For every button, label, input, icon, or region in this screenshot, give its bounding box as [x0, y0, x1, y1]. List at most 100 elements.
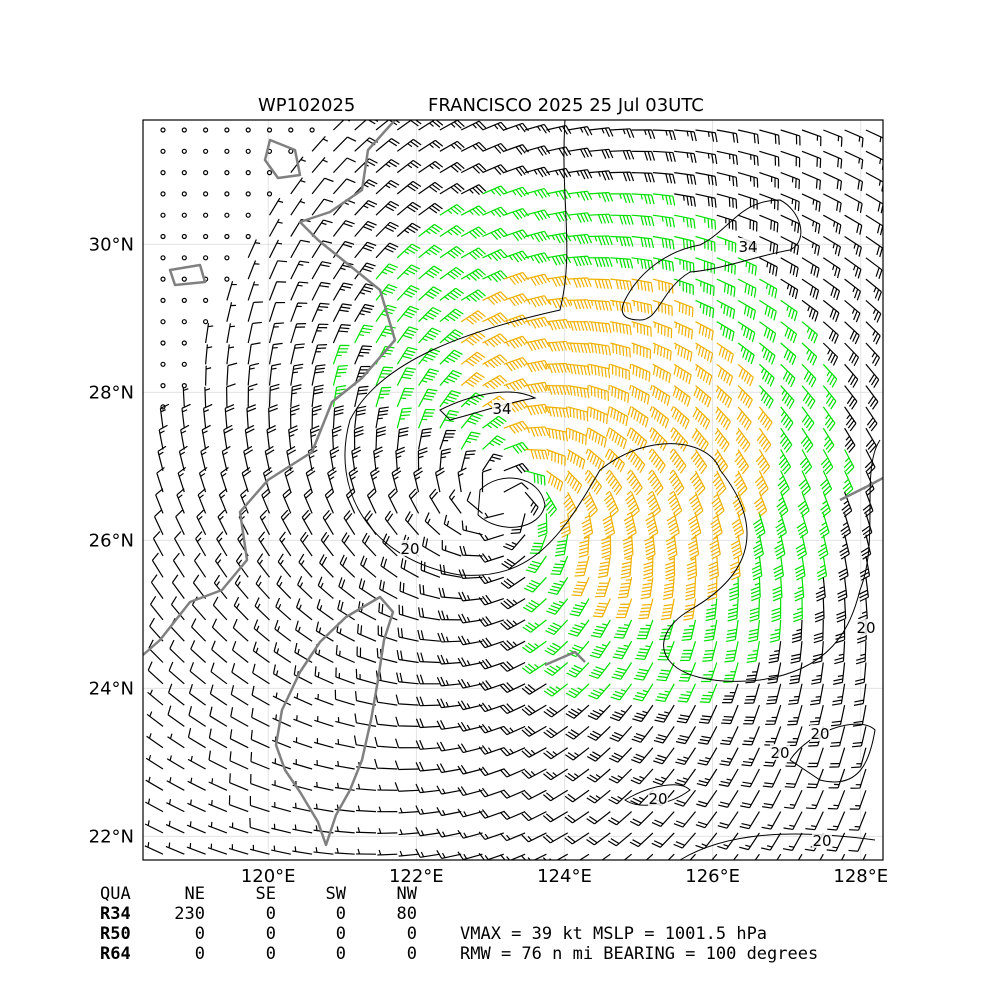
wind-barb — [720, 726, 739, 746]
wind-barb — [377, 806, 398, 813]
wind-barb — [289, 404, 300, 429]
wind-barb — [417, 629, 440, 642]
calm-marker — [160, 319, 166, 325]
wind-barb — [565, 725, 590, 740]
wind-barb — [790, 641, 803, 664]
wind-barb — [202, 403, 213, 429]
wind-barb — [543, 683, 569, 697]
wind-barb — [228, 844, 249, 855]
wind-barb — [840, 853, 846, 860]
wind-barb — [695, 193, 717, 208]
wind-barb — [503, 482, 529, 493]
wind-barb — [396, 650, 419, 664]
wind-barb — [243, 445, 253, 471]
wind-barb — [683, 598, 697, 621]
wind-barb — [681, 619, 697, 641]
wind-barb — [723, 662, 739, 683]
wind-barb — [247, 281, 259, 301]
calm-marker — [160, 276, 166, 282]
wind-barb — [588, 662, 611, 679]
wind-barb — [559, 513, 571, 538]
wind-barb — [655, 683, 675, 703]
wind-barb — [396, 426, 409, 450]
wind-barb — [334, 847, 355, 855]
wind-barb — [844, 129, 864, 148]
wind-barb — [457, 786, 483, 797]
wind-barb — [707, 577, 718, 601]
wind-barb — [631, 150, 656, 161]
wind-barb — [797, 491, 810, 518]
wind-barb — [208, 750, 228, 770]
wind-barb — [737, 342, 755, 365]
wind-barb — [378, 602, 398, 621]
wind-barb — [567, 321, 592, 331]
wind-barb — [796, 513, 809, 539]
wind-barb — [439, 429, 456, 450]
wind-barb — [602, 513, 616, 539]
wind-barb — [695, 172, 717, 186]
wind-barb — [481, 453, 503, 472]
wind-barb — [460, 372, 485, 388]
contour-label-bg — [400, 540, 420, 556]
wind-barb — [208, 800, 228, 813]
wind-barb — [416, 696, 440, 707]
wind-barb — [356, 646, 377, 664]
wind-barb — [228, 795, 249, 813]
wind-barb — [844, 406, 857, 432]
wind-barb — [693, 385, 712, 408]
wind-barb — [844, 193, 863, 213]
wind-barb — [459, 545, 483, 557]
wind-barb — [659, 619, 675, 641]
wind-barb — [565, 683, 590, 699]
wind-barb — [460, 268, 486, 281]
wind-barb — [629, 363, 651, 382]
plot-frame — [142, 119, 884, 861]
wind-barb — [398, 829, 419, 836]
wind-barb — [196, 509, 207, 535]
calm-marker — [203, 297, 209, 303]
wind-barb — [438, 587, 462, 600]
wind-barb — [776, 491, 789, 518]
wind-barb — [537, 513, 548, 538]
wind-barb — [708, 555, 719, 581]
wind-barb — [198, 466, 208, 493]
wind-barb — [842, 470, 854, 496]
wind-barb — [629, 811, 654, 827]
wind-barb — [524, 295, 551, 308]
wind-barb — [865, 363, 880, 389]
wind-barb — [652, 278, 674, 294]
wind-barb — [396, 222, 421, 237]
wind-barb — [290, 343, 305, 365]
wind-barb — [608, 385, 630, 404]
wind-barb — [608, 363, 630, 381]
wind-barb — [752, 513, 766, 539]
calm-marker — [181, 148, 187, 154]
wind-barb — [754, 853, 760, 860]
wind-barb — [629, 832, 654, 848]
wind-barb — [567, 277, 592, 288]
wind-barb — [586, 406, 609, 425]
calm-marker — [245, 170, 251, 176]
wind-barb — [608, 747, 633, 763]
wind-barb — [499, 746, 526, 757]
wind-barb — [290, 177, 306, 195]
wind-barb — [250, 774, 270, 791]
wind-barb — [717, 832, 739, 850]
wind-barb — [357, 623, 377, 642]
wind-barb — [830, 726, 846, 748]
wind-barb — [214, 552, 228, 578]
wind-barb — [436, 698, 462, 709]
wind-barb — [809, 704, 824, 726]
wind-barb — [375, 386, 392, 408]
wind-barb — [439, 564, 462, 578]
wind-barb — [501, 555, 526, 570]
wind-barb — [460, 412, 483, 429]
wind-barb — [437, 610, 462, 621]
wind-barb — [339, 554, 356, 578]
wind-barb — [282, 488, 292, 514]
wind-barb — [279, 531, 292, 557]
wind-barb — [268, 260, 288, 280]
wind-barb — [247, 321, 262, 344]
wind-barb — [801, 321, 818, 344]
